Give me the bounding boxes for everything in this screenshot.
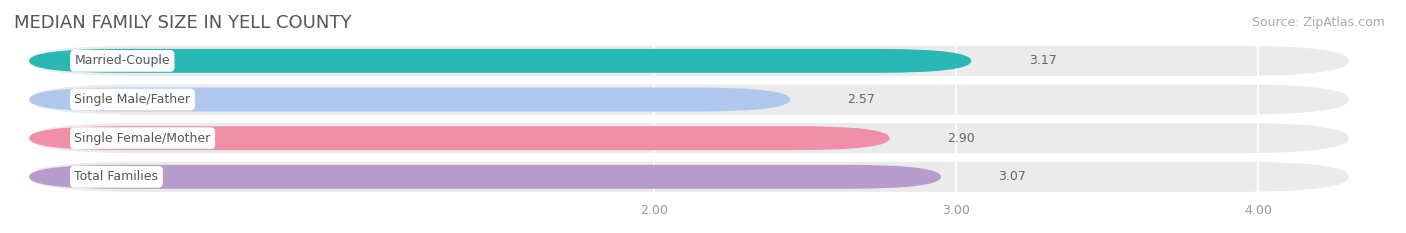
FancyBboxPatch shape: [30, 123, 1348, 153]
Text: 2.90: 2.90: [948, 132, 974, 145]
Text: Single Female/Mother: Single Female/Mother: [75, 132, 211, 145]
Text: 3.17: 3.17: [1029, 54, 1056, 67]
FancyBboxPatch shape: [30, 165, 941, 189]
Text: 3.07: 3.07: [998, 170, 1026, 183]
Text: Total Families: Total Families: [75, 170, 159, 183]
Text: MEDIAN FAMILY SIZE IN YELL COUNTY: MEDIAN FAMILY SIZE IN YELL COUNTY: [14, 14, 352, 32]
Text: Single Male/Father: Single Male/Father: [75, 93, 190, 106]
FancyBboxPatch shape: [30, 84, 1348, 115]
FancyBboxPatch shape: [30, 162, 1348, 192]
FancyBboxPatch shape: [30, 49, 972, 73]
Text: Married-Couple: Married-Couple: [75, 54, 170, 67]
Text: Source: ZipAtlas.com: Source: ZipAtlas.com: [1251, 16, 1385, 29]
FancyBboxPatch shape: [30, 46, 1348, 76]
FancyBboxPatch shape: [30, 126, 890, 150]
Text: 2.57: 2.57: [848, 93, 876, 106]
FancyBboxPatch shape: [30, 88, 790, 111]
